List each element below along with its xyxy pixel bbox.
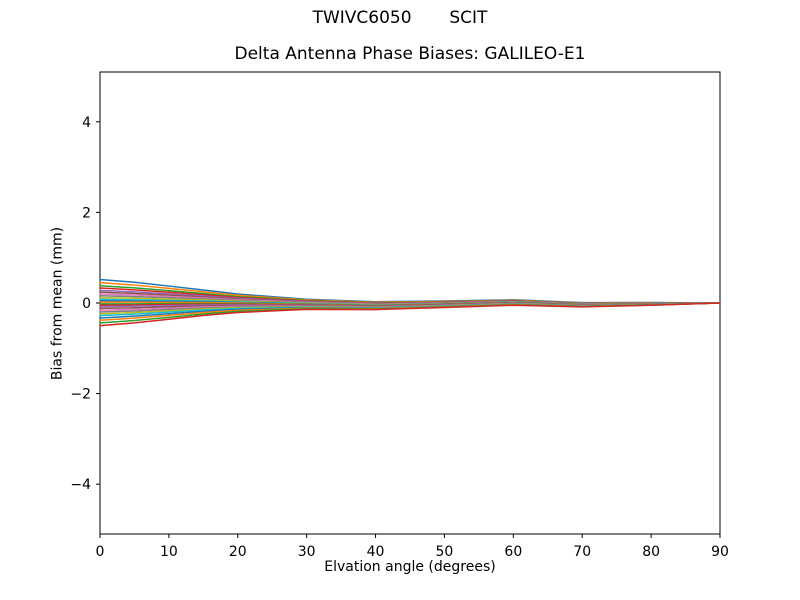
x-axis-label: Elvation angle (degrees) bbox=[324, 559, 496, 575]
tick-layer: 0 10 20 30 40 50 60 70 80 90 −4 −2 0 2 4 bbox=[70, 115, 729, 560]
x-tick-label: 80 bbox=[642, 544, 660, 560]
y-tick-label: 2 bbox=[82, 205, 91, 221]
y-tick-label: 4 bbox=[82, 115, 91, 131]
x-tick-label: 70 bbox=[573, 544, 591, 560]
x-tick-label: 30 bbox=[298, 544, 316, 560]
x-tick-label: 60 bbox=[504, 544, 522, 560]
x-tick-label: 10 bbox=[160, 544, 178, 560]
x-tick-label: 20 bbox=[229, 544, 247, 560]
x-tick-label: 40 bbox=[367, 544, 385, 560]
x-tick-label: 50 bbox=[436, 544, 454, 560]
y-tick-label: −2 bbox=[70, 387, 91, 403]
axes-title: Delta Antenna Phase Biases: GALILEO-E1 bbox=[234, 44, 586, 64]
x-tick-label: 90 bbox=[711, 544, 729, 560]
series-layer bbox=[99, 278, 721, 327]
x-tick-label: 0 bbox=[96, 544, 105, 560]
y-tick-label: −4 bbox=[70, 477, 91, 493]
figure-suptitle: TWIVC6050 SCIT bbox=[312, 8, 488, 28]
y-tick-label: 0 bbox=[82, 296, 91, 312]
series-line-24 bbox=[99, 302, 721, 327]
